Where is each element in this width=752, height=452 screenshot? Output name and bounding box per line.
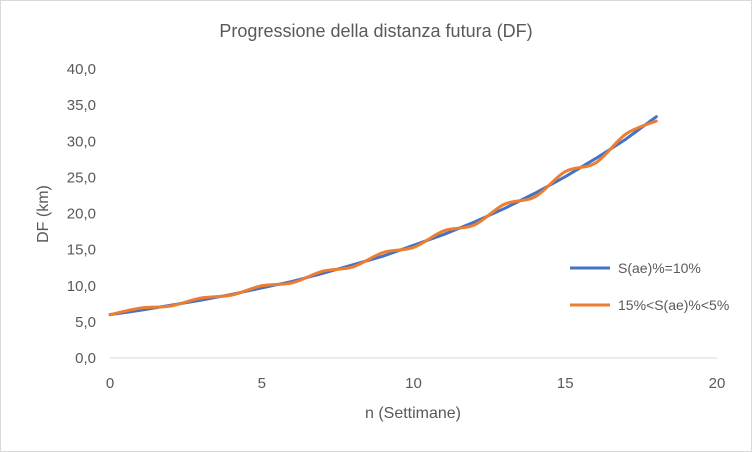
x-tick-label: 10 (405, 375, 422, 392)
series-layer (108, 115, 658, 317)
series-line-2 (108, 119, 658, 317)
legend-label-1: S(ae)%=10% (618, 260, 701, 276)
x-axis-title: n (Settimane) (365, 405, 461, 422)
y-tick-label: 30,0 (67, 133, 96, 150)
y-tick-label: 0,0 (75, 350, 96, 367)
x-tick-label: 5 (258, 375, 266, 392)
y-axis-title: DF (km) (35, 185, 52, 243)
y-tick-label: 40,0 (67, 61, 96, 78)
axes: 0,0 5,0 10,0 15,0 20,0 25,0 30,0 35,0 40,0 0 5 10 15… (67, 61, 726, 392)
x-tick-label: 0 (106, 375, 114, 392)
x-tick-label: 20 (709, 375, 726, 392)
y-tick-label: 25,0 (67, 169, 96, 186)
y-tick-label: 20,0 (67, 206, 96, 223)
legend: S(ae)%=10% 15%<S(ae)%<5% (570, 260, 729, 313)
y-tick-label: 10,0 (67, 278, 96, 295)
series-line-1 (108, 115, 658, 317)
y-tick-label: 35,0 (67, 97, 96, 114)
y-tick-label: 5,0 (75, 314, 96, 331)
x-tick-label: 15 (557, 375, 574, 392)
y-tick-label: 15,0 (67, 242, 96, 259)
legend-label-2: 15%<S(ae)%<5% (618, 297, 729, 313)
chart-title: Progressione della distanza futura (DF) (219, 21, 532, 41)
